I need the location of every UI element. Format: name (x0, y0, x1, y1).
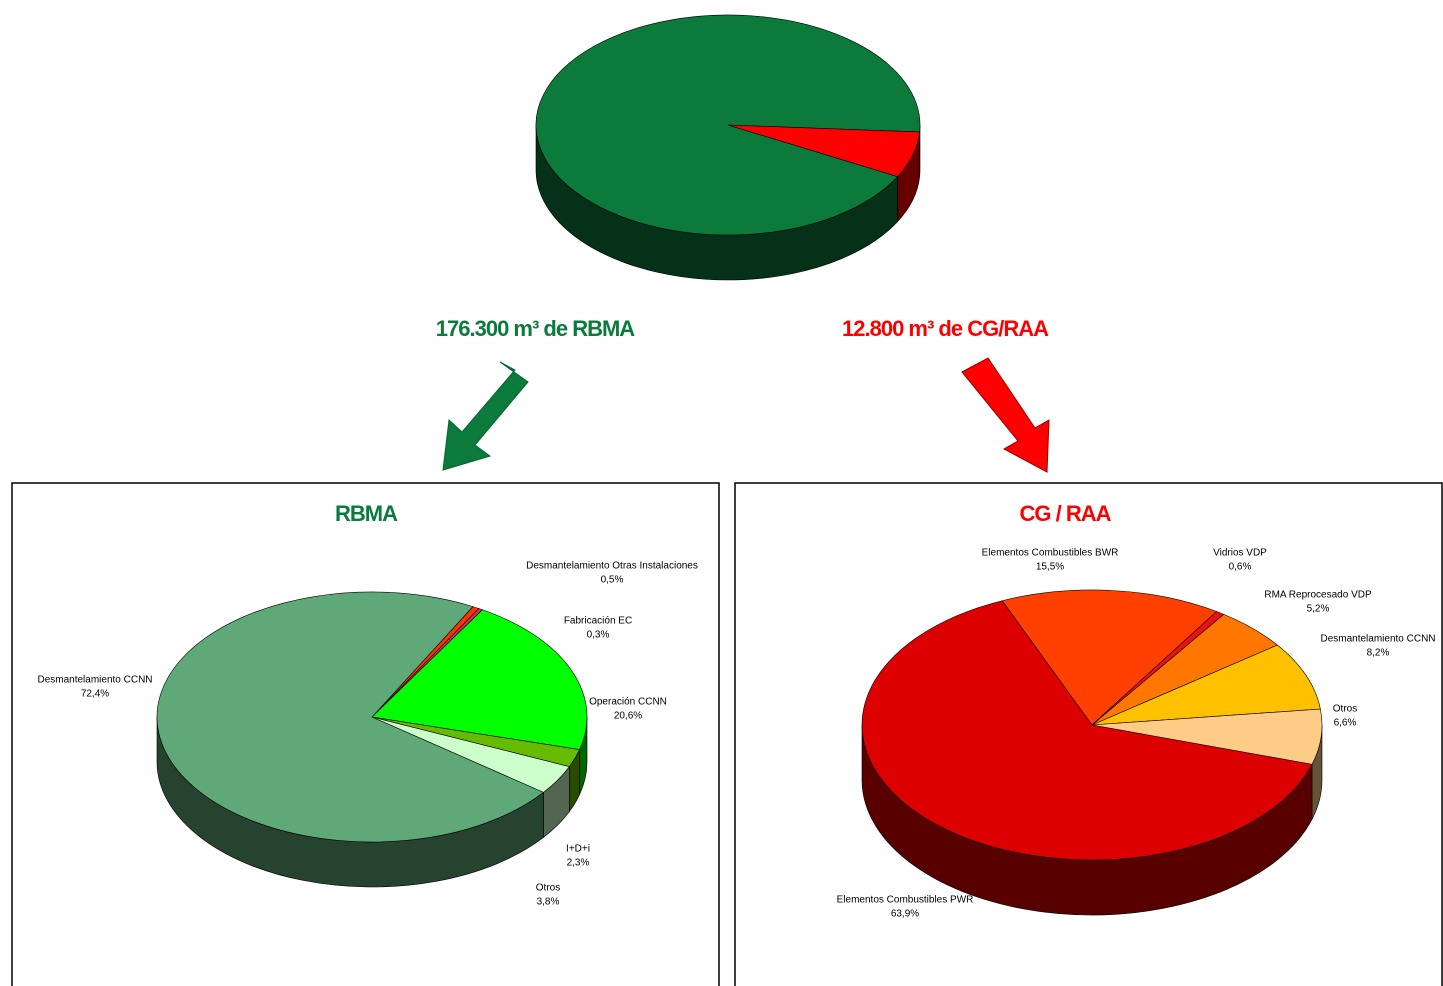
slice-name: Elementos Combustibles PWR (837, 895, 974, 906)
chart-title: CG / RAA (1020, 501, 1112, 526)
green-arrow (442, 361, 529, 471)
slice-value: 0,3% (587, 630, 610, 641)
slice-value: 0,6% (1229, 562, 1252, 573)
slice-name: Fabricación EC (564, 616, 632, 627)
rbma-volume: 176.300 m³ de RBMA (436, 316, 636, 341)
slice-name: RMA Reprocesado VDP (1264, 590, 1372, 601)
slice-name: Desmantelamiento CCNN (37, 675, 152, 686)
slice-value: 63,9% (891, 909, 919, 920)
slice-value: 6,6% (1334, 718, 1357, 729)
pie-slice (371, 609, 588, 750)
cgraa-volume: 12.800 m³ de CG/RAA (842, 316, 1049, 341)
slice-value: 5,2% (1307, 604, 1330, 615)
slice-name: Elementos Combustibles BWR (982, 548, 1119, 559)
pie-slice (861, 600, 1313, 861)
slice-name: Operación CCNN (589, 697, 667, 708)
pie-slice (727, 124, 920, 177)
slice-name: Otros (1333, 704, 1357, 715)
red-arrow (961, 357, 1050, 473)
slice-value: 8,2% (1367, 648, 1390, 659)
pie-slice (1091, 644, 1321, 726)
pie-slice (1001, 589, 1218, 726)
pie-slice (156, 591, 545, 843)
slice-value: 15,5% (1036, 562, 1064, 573)
slice-name: Desmantelamiento Otras Instalaciones (526, 561, 698, 572)
chart-title: RBMA (335, 501, 398, 526)
slice-value: 2,3% (567, 858, 590, 869)
slice-name: Vidrios VDP (1213, 548, 1267, 559)
slice-value: 72,4% (81, 689, 109, 700)
slice-value: 3,8% (537, 897, 560, 908)
slice-value: 0,5% (601, 575, 624, 586)
slice-name: I+D+i (566, 844, 590, 855)
slice-name: Otros (536, 883, 560, 894)
slice-name: Desmantelamiento CCNN (1320, 634, 1435, 645)
slice-value: 20,6% (614, 711, 642, 722)
